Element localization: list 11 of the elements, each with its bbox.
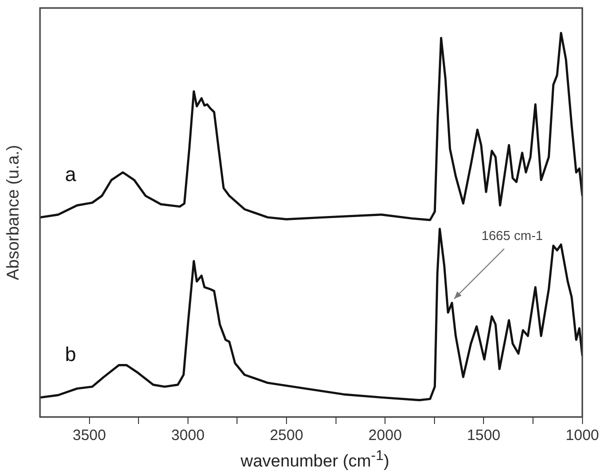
series-label: a (65, 164, 78, 186)
x-axis-title: wavenumber (cm$^{-1}$) (240, 448, 390, 472)
x-tick-label: 2000 (368, 427, 402, 444)
series-label: b (65, 344, 76, 366)
x-tick-label: 2500 (270, 427, 304, 444)
x-tick-label: 1500 (467, 427, 500, 444)
annotation: 1665 cm-1 (481, 228, 543, 243)
x-tick-label: 3000 (171, 427, 205, 444)
x-tick-label: 1000 (566, 427, 600, 444)
x-tick-label: 3500 (72, 427, 106, 444)
y-axis-title: Absorbance (u.a.) (4, 144, 23, 280)
